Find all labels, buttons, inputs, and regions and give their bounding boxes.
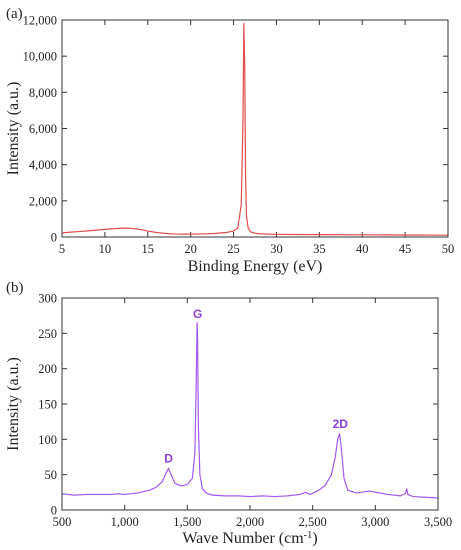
y-tick-label: 6,000 — [29, 122, 57, 136]
y-tick-label: 8,000 — [29, 86, 57, 100]
plot-frame — [61, 297, 439, 511]
x-tick-label: 40 — [356, 242, 369, 256]
plot-frame — [61, 19, 449, 238]
series-line — [61, 23, 449, 236]
x-tick-label: 3,000 — [361, 515, 389, 529]
y-tick-label: 4,000 — [29, 158, 57, 172]
y-tick-label: 200 — [38, 362, 57, 376]
y-tick-label: 0 — [51, 231, 57, 245]
x-tick-label: 35 — [313, 242, 326, 256]
y-tick-label: 50 — [45, 468, 58, 482]
y-axis-label: Intensity (a.u.) — [5, 82, 22, 176]
x-tick-label: 20 — [184, 242, 197, 256]
x-tick-label: 15 — [142, 242, 155, 256]
panel-label: (a) — [6, 6, 23, 22]
panel-label: (b) — [6, 280, 24, 296]
x-tick-label: 3,500 — [424, 515, 452, 529]
x-tick-label: 1,500 — [173, 515, 201, 529]
chart-panel-b: (b) 500 1,000 1,500 2,000 2,500 3,000 3,500 0 50 1… — [5, 280, 452, 547]
x-tick-label: 1,000 — [111, 515, 139, 529]
x-tick-label: 500 — [53, 515, 72, 529]
y-tick-label: 0 — [51, 504, 57, 518]
x-tick-label: 30 — [270, 242, 283, 256]
x-axis-label: Binding Energy (eV) — [188, 258, 323, 275]
peak-label: D — [164, 452, 173, 466]
x-tick-label: 2,000 — [236, 515, 264, 529]
y-tick-label: 300 — [38, 292, 57, 306]
y-tick-label: 12,000 — [23, 14, 57, 28]
x-tick-label: 50 — [442, 242, 455, 256]
y-tick-label: 100 — [38, 433, 57, 447]
peak-label: G — [193, 307, 202, 321]
x-tick-label: 45 — [399, 242, 412, 256]
y-tick-label: 10,000 — [23, 50, 57, 64]
y-tick-label: 150 — [38, 398, 57, 412]
series-line — [61, 322, 439, 499]
y-tick-label: 2,000 — [29, 194, 57, 208]
y-tick-label: 250 — [38, 327, 57, 341]
x-axis-label: Wave Number (cm-1) — [182, 530, 317, 548]
peak-label: 2D — [333, 417, 349, 431]
y-axis-label: Intensity (a.u.) — [5, 357, 22, 451]
chart-panel-a: (a) 5 10 15 20 25 30 35 40 45 50 0 2,000 4,000 6,000 8,… — [5, 6, 454, 275]
x-tick-label: 2,500 — [299, 515, 327, 529]
x-tick-label: 25 — [227, 242, 240, 256]
x-tick-label: 10 — [99, 242, 112, 256]
x-tick-label: 5 — [59, 242, 65, 256]
